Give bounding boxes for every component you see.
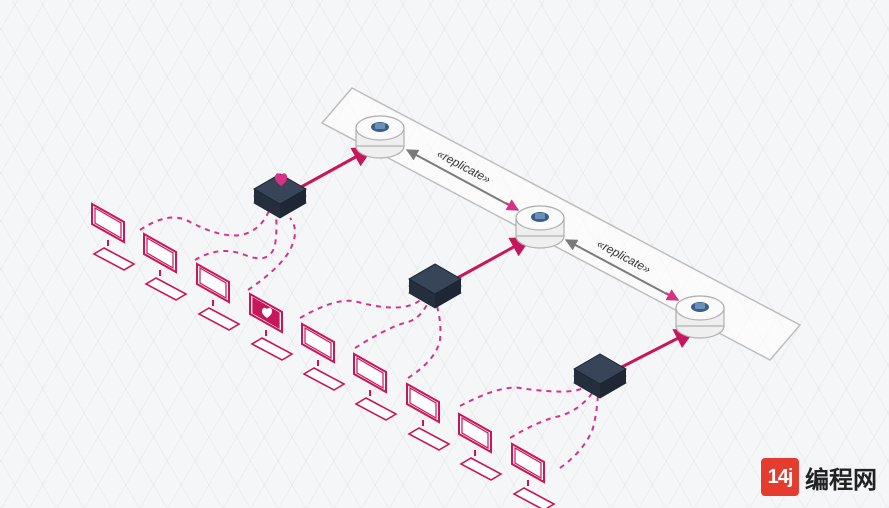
dashed-connection — [140, 208, 270, 236]
dashed-connection — [355, 298, 430, 348]
architecture-diagram: «replicate»«replicate» — [0, 0, 889, 508]
client-machine — [350, 348, 396, 420]
client-machine — [140, 228, 186, 300]
client-machine — [403, 378, 449, 450]
load-balancer — [574, 354, 626, 398]
client-machine — [298, 318, 344, 390]
dashed-connection — [510, 392, 593, 438]
client-machine — [88, 198, 134, 270]
client-machine — [508, 438, 554, 508]
database-node — [676, 296, 724, 338]
watermark-badge: 14j — [761, 458, 799, 496]
client-machine — [246, 288, 292, 360]
watermark-text: 编程网 — [805, 460, 877, 495]
client-machine — [193, 258, 239, 330]
lb-db-arrow — [450, 238, 530, 282]
client-machines — [88, 198, 554, 508]
lb-db-arrow — [292, 148, 372, 192]
lb-db-arrow — [612, 330, 694, 372]
client-machine — [455, 408, 501, 480]
watermark: 14j 编程网 — [761, 458, 877, 496]
database-node — [356, 116, 404, 158]
dashed-connection — [300, 288, 428, 318]
database-node — [516, 206, 564, 248]
dashed-connection — [408, 300, 440, 378]
dashed-connection — [560, 388, 598, 468]
